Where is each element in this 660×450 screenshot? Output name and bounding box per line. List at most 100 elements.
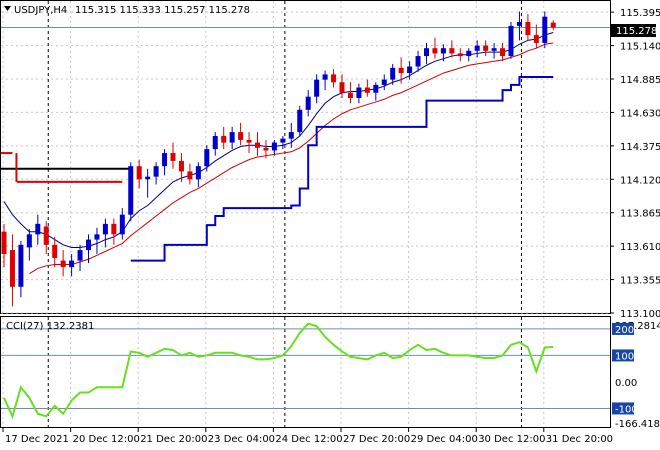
cci-line: [3, 322, 554, 420]
candle-body: [128, 166, 134, 215]
cci-tick-label: -166.4189: [615, 419, 660, 430]
cci-tick-label: 237.2814: [615, 321, 660, 332]
price-tick-label: 114.885: [620, 75, 660, 86]
cci-plot-frame: [0, 316, 611, 428]
price-plot-frame: [0, 0, 611, 314]
candle-body: [162, 153, 168, 167]
candle-body: [263, 147, 269, 151]
candle-body: [297, 109, 303, 133]
candle-body: [111, 223, 117, 235]
candle-body: [136, 166, 142, 180]
candle-body: [18, 244, 24, 287]
current-price-tag-bg: [611, 24, 656, 37]
candle-body: [483, 45, 489, 51]
candle-body: [9, 250, 15, 287]
candle-body: [390, 67, 396, 80]
cci-tick-label: 0.00: [615, 378, 637, 389]
candle-body: [550, 22, 556, 28]
candle-body: [449, 48, 455, 54]
ma-step-line: [130, 76, 554, 262]
candle-body: [305, 96, 311, 110]
candle-body: [373, 84, 379, 93]
candle-body: [398, 67, 404, 74]
time-tick-label: 31 Dec 20:00: [546, 434, 613, 445]
candle-body: [170, 153, 176, 161]
cci-tick-label: 100: [615, 351, 634, 362]
candle-body: [60, 260, 66, 268]
candle-body: [221, 136, 227, 143]
cci-level-tag-bg: [612, 349, 634, 362]
candle-body: [1, 231, 7, 255]
candle-body: [119, 214, 125, 235]
candle-body: [339, 82, 345, 93]
cci-tick-label: -100: [615, 404, 638, 415]
candle-body: [457, 53, 463, 57]
candle-body: [153, 166, 159, 177]
candle-body: [508, 25, 514, 57]
price-tick-label: 113.865: [620, 209, 660, 220]
candle-body: [288, 132, 294, 139]
candle-body: [229, 132, 235, 143]
candle-body: [195, 166, 201, 180]
price-axis: 115.395 115.140 114.885 114.630 114.375 114.1…: [610, 8, 660, 320]
candle-body: [178, 160, 184, 172]
candle-body: [525, 21, 531, 36]
candle-body: [86, 239, 91, 251]
candle-body: [432, 48, 438, 54]
candle-body: [212, 136, 218, 150]
candle-body: [516, 21, 522, 26]
candle-body: [255, 142, 260, 148]
candle-body: [77, 250, 83, 261]
candle-body: [533, 35, 539, 43]
time-tick-label: 21 Dec 20:00: [140, 434, 207, 445]
candle-body: [26, 234, 32, 248]
ma-slow-line: [29, 42, 554, 275]
price-tick-label: 115.395: [620, 8, 660, 19]
candle-body: [474, 45, 480, 51]
time-tick-label: 17 Dec 2021: [5, 434, 69, 445]
candle-body: [407, 66, 413, 74]
time-axis: 17 Dec 2021 20 Dec 12:00 21 Dec 20:00 23 De…: [2, 428, 613, 445]
candle-body: [187, 171, 193, 180]
time-tick-label: 20 Dec 12:00: [73, 434, 140, 445]
cci-indicator: [1, 322, 610, 420]
candle-body: [491, 48, 497, 51]
cci-level-tag-bg: [612, 402, 634, 415]
triangle-down-icon[interactable]: [4, 6, 11, 11]
candle-body: [356, 87, 362, 99]
reference-levels: [1, 152, 131, 183]
grid-lines: [1, 1, 610, 427]
candle-body: [145, 176, 151, 180]
candle-body: [271, 142, 277, 151]
candle-body: [322, 74, 328, 80]
price-tick-label: 115.140: [620, 42, 660, 53]
price-tick-label: 113.355: [620, 276, 660, 287]
price-tick-label: 114.120: [620, 175, 660, 186]
candlesticks: [1, 11, 556, 307]
candle-body: [246, 139, 252, 143]
time-tick-label: 29 Dec 04:00: [411, 434, 478, 445]
candle-body: [500, 48, 506, 57]
candle-body: [280, 138, 286, 143]
candle-body: [381, 79, 387, 85]
cci-title: CCI(27) 132.2381: [6, 321, 94, 332]
candle-body: [466, 50, 472, 57]
candle-body: [52, 244, 58, 258]
candle-body: [204, 149, 210, 167]
cci-level-tag-bg: [612, 322, 634, 335]
candle-body: [415, 56, 421, 67]
candle-body: [69, 260, 75, 268]
candle-body: [102, 223, 108, 235]
time-tick-label: 30 Dec 12:00: [478, 434, 545, 445]
candle-body: [440, 48, 446, 54]
candle-body: [43, 226, 49, 245]
candle-body: [94, 234, 100, 240]
time-tick-label: 27 Dec 20:00: [343, 434, 410, 445]
price-tick-label: 113.610: [620, 242, 660, 253]
cci-tick-label: 200: [615, 325, 634, 336]
time-tick-label: 23 Dec 04:00: [208, 434, 275, 445]
candle-body: [35, 223, 41, 235]
candle-body: [331, 74, 337, 83]
